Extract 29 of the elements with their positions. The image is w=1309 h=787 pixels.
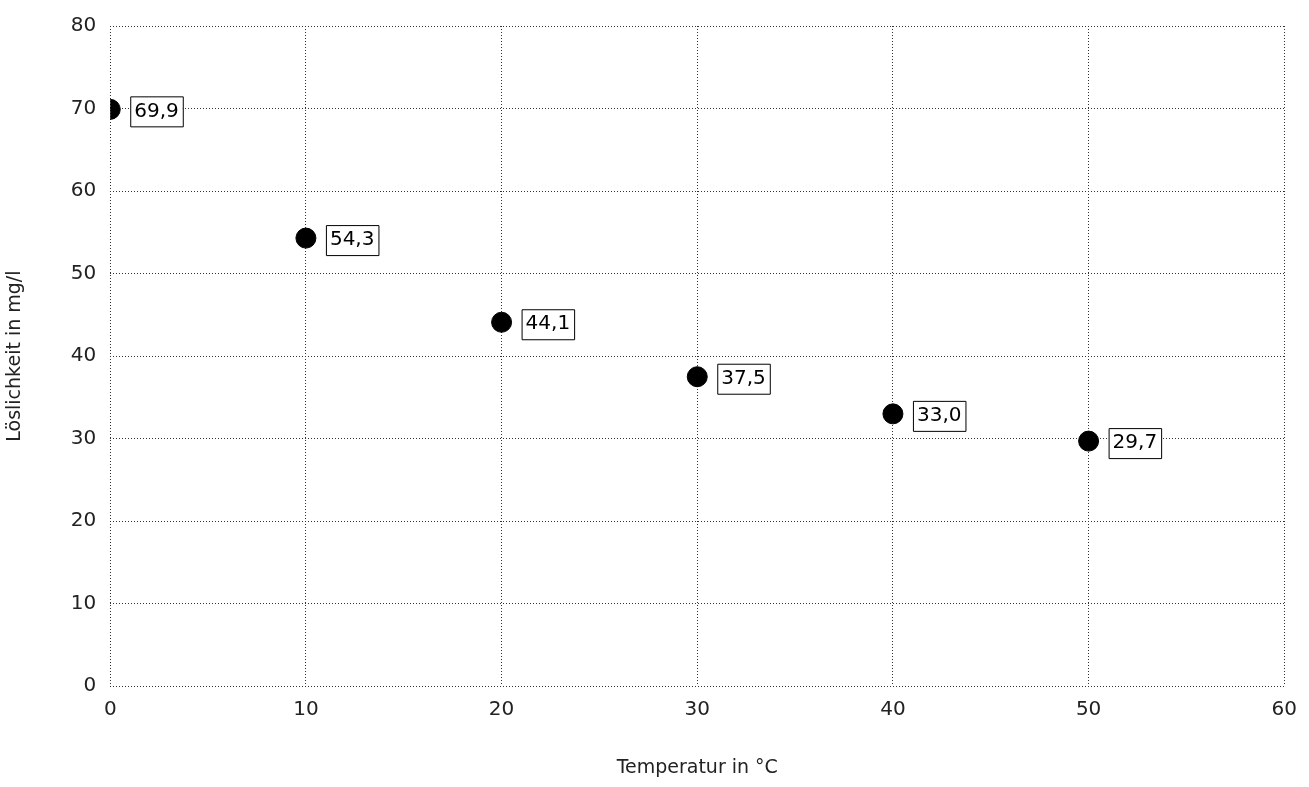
y-tick-label: 20	[70, 507, 97, 532]
data-label: 69,9	[134, 97, 179, 122]
point	[882, 403, 904, 425]
x-tick-label: 40	[880, 696, 906, 721]
y-axis-title: Löslichkeit in mg/l	[2, 270, 25, 442]
x-tick-label: 60	[1271, 696, 1297, 721]
data-label: 37,5	[721, 364, 766, 389]
point	[1078, 430, 1100, 452]
y-tick-label: 0	[83, 672, 97, 697]
data-label: 54,3	[329, 226, 375, 251]
data-label: 29,7	[1112, 429, 1158, 454]
y-tick-label: 60	[70, 177, 97, 202]
data-label: 44,1	[525, 310, 571, 335]
point	[686, 366, 708, 388]
x-tick-label: 10	[293, 696, 319, 721]
x-tick-label: 50	[1075, 696, 1102, 721]
y-tick-label: 30	[70, 424, 97, 449]
x-tick-label: 20	[488, 696, 515, 721]
y-tick-label: 80	[70, 12, 97, 37]
y-tick-label: 70	[70, 94, 97, 119]
y-tick-label: 50	[70, 259, 97, 284]
y-tick-label: 40	[70, 342, 97, 367]
point	[295, 227, 317, 249]
x-axis-title: Temperatur in °C	[615, 754, 778, 777]
x-tick-label: 30	[684, 696, 710, 721]
data-label: 33,0	[916, 402, 962, 427]
y-tick-label: 10	[70, 589, 97, 614]
x-tick-label: 0	[103, 696, 117, 721]
point	[491, 311, 513, 333]
